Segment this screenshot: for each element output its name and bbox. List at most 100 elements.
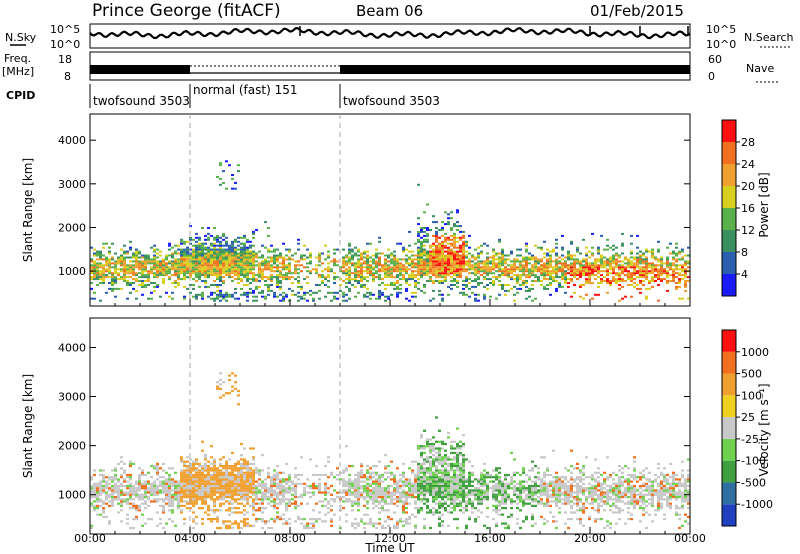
echo-cell (237, 507, 240, 510)
echo-cell (495, 270, 498, 273)
echo-cell (549, 282, 552, 284)
echo-cell (222, 522, 225, 525)
echo-cell (249, 524, 252, 527)
echo-cell (675, 252, 678, 255)
echo-cell (180, 489, 183, 492)
echo-cell (102, 469, 105, 472)
echo-cell (444, 509, 447, 512)
echo-cell (387, 254, 390, 257)
echo-cell (246, 496, 249, 499)
echo-cell (108, 270, 111, 273)
echo-cell (186, 507, 189, 510)
echo-cell (522, 272, 525, 275)
echo-cell (345, 498, 348, 501)
echo-cell (468, 272, 471, 275)
echo-cell (429, 258, 432, 261)
echo-cell (186, 476, 189, 479)
echo-cell (279, 484, 282, 488)
echo-cell (219, 465, 222, 468)
echo-cell (627, 272, 630, 275)
echo-cell (432, 487, 435, 490)
echo-cell (666, 246, 669, 249)
echo-cell (255, 299, 258, 302)
echo-cell (246, 293, 249, 296)
echo-cell (399, 242, 402, 245)
echo-cell (273, 500, 276, 503)
echo-cell (408, 258, 411, 261)
echo-cell (276, 274, 279, 277)
echo-cell (237, 476, 240, 479)
echo-cell (114, 278, 117, 281)
echo-cell (453, 262, 456, 265)
echo-cell (222, 276, 225, 279)
echo-cell (528, 262, 531, 265)
echo-cell (420, 270, 423, 273)
echo-cell (303, 482, 306, 485)
echo-cell (369, 291, 372, 294)
echo-cell (426, 476, 429, 479)
echo-cell (108, 250, 111, 253)
echo-cell (270, 260, 273, 263)
echo-cell (312, 524, 315, 527)
echo-cell (222, 268, 225, 271)
echo-cell (441, 234, 444, 237)
echo-cell (402, 473, 405, 477)
echo-cell (195, 473, 198, 477)
echo-cell (537, 268, 540, 271)
echo-cell (243, 244, 246, 247)
echo-cell (219, 258, 222, 261)
cpid-segment-label: twofsound 3503 (343, 94, 440, 108)
echo-cell (435, 480, 438, 483)
echo-cell (438, 260, 441, 263)
echo-cell (477, 270, 480, 273)
echo-cell (354, 493, 357, 496)
echo-cell (642, 252, 645, 255)
echo-cell (519, 287, 522, 290)
echo-cell (249, 478, 252, 481)
echo-cell (201, 262, 204, 265)
echo-cell (444, 460, 447, 463)
echo-cell (255, 295, 258, 298)
echo-cell (666, 264, 669, 267)
echo-cell (234, 493, 237, 496)
echo-cell (378, 276, 381, 279)
echo-cell (306, 478, 309, 481)
echo-cell (360, 520, 363, 523)
echo-cell (453, 244, 456, 247)
echo-cell (150, 282, 153, 284)
echo-cell (684, 276, 687, 279)
echo-cell (270, 250, 273, 253)
echo-cell (267, 250, 270, 253)
echo-cell (228, 276, 231, 279)
echo-cell (432, 256, 435, 259)
echo-cell (450, 217, 453, 220)
echo-cell (267, 289, 270, 292)
echo-cell (99, 272, 102, 275)
echo-cell (417, 480, 420, 483)
echo-cell (258, 498, 261, 501)
echo-cell (459, 260, 462, 263)
echo-cell (444, 274, 447, 277)
echo-cell (375, 465, 378, 468)
echo-cell (366, 469, 369, 472)
echo-cell (477, 293, 480, 296)
echo-cell (684, 268, 687, 271)
echo-cell (384, 487, 387, 490)
echo-cell (342, 489, 345, 492)
echo-cell (435, 264, 438, 267)
echo-cell (507, 272, 510, 275)
echo-cell (189, 478, 192, 481)
echo-cell (237, 489, 240, 492)
echo-cell (240, 262, 243, 265)
echo-cell (558, 268, 561, 271)
echo-cell (585, 246, 588, 249)
echo-cell (387, 295, 390, 298)
echo-cell (243, 465, 246, 468)
echo-cell (609, 246, 612, 249)
echo-cell (288, 258, 291, 261)
echo-cell (411, 264, 414, 267)
echo-cell (219, 378, 222, 382)
echo-cell (327, 262, 330, 265)
echo-cell (435, 509, 438, 512)
echo-cell (444, 502, 447, 505)
